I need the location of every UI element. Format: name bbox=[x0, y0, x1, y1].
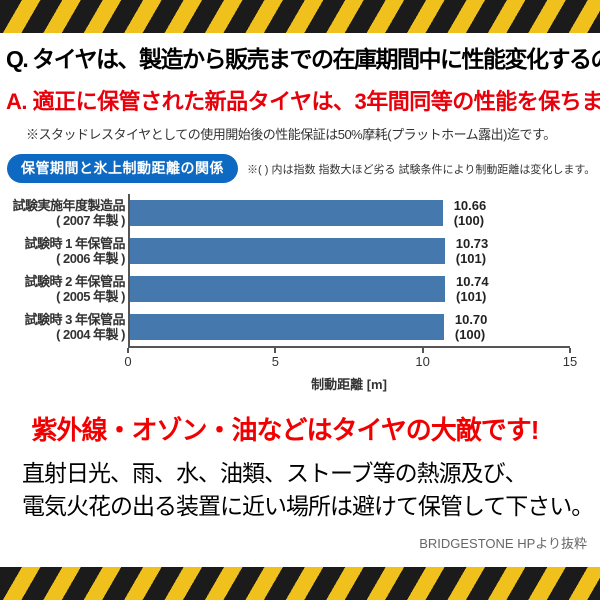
bar-row: 10.73 (101) bbox=[130, 232, 570, 270]
bar-value-label: 10.73 (101) bbox=[455, 236, 489, 266]
source-credit: BRIDGESTONE HPより抜粋 bbox=[419, 536, 587, 551]
chart-header: 保管期間と氷上制動距離の関係 ※( ) 内は指数 指数大ほど劣る 試験条件により… bbox=[7, 154, 600, 183]
warning-headline: 紫外線・オゾン・油などはタイヤの大敵です! bbox=[31, 415, 540, 445]
bar-row: 10.70 (100) bbox=[130, 308, 570, 346]
x-axis-tick-label: 5 bbox=[271, 354, 279, 369]
chart-title-note: ※( ) 内は指数 指数大ほど劣る 試験条件により制動距離は変化します。 bbox=[247, 163, 596, 176]
chart-title-badge: 保管期間と氷上制動距離の関係 bbox=[7, 154, 238, 183]
bar bbox=[130, 276, 446, 302]
chart-x-axis-title: 制動距離 [m] bbox=[311, 377, 387, 392]
x-axis-tick bbox=[569, 348, 571, 353]
bar bbox=[130, 238, 445, 264]
chart-plot: 10.66 (100) 10.73 (101) 10.74 (101) 10.70 (100) bbox=[128, 194, 570, 348]
bar-value-label: 10.70 (100) bbox=[454, 312, 488, 342]
storage-instructions: 直射日光、雨、水、油類、ストーブ等の熱源及び、 電気火花の出る装置に近い場所は避… bbox=[22, 457, 596, 523]
bar-category-label: 試験時 3 年保管品( 2004 年製 ) bbox=[24, 312, 126, 342]
bar-row: 10.74 (101) bbox=[130, 270, 570, 308]
storage-instructions-line1: 直射日光、雨、水、油類、ストーブ等の熱源及び、 bbox=[22, 460, 528, 486]
bar-row: 10.66 (100) bbox=[130, 194, 570, 232]
bar-category-label: 試験時 1 年保管品( 2006 年製 ) bbox=[24, 236, 126, 266]
bar-value-label: 10.66 (100) bbox=[453, 198, 487, 228]
answer-heading: A. 適正に保管された新品タイヤは、3年間同等の性能を保ちます。 bbox=[6, 89, 600, 114]
answer-footnote: ※スタッドレスタイヤとしての使用開始後の性能保証は50%摩耗(プラットホーム露出… bbox=[26, 127, 556, 142]
chart-x-axis: 0 5 10 15 bbox=[124, 348, 577, 374]
chart-body: 試験実施年度製造品( 2007 年製 ) 試験時 1 年保管品( 2006 年製 … bbox=[0, 194, 600, 348]
x-axis-tick bbox=[274, 348, 277, 353]
x-axis-tick-label: 10 bbox=[415, 354, 430, 369]
question-heading: Q. タイヤは、製造から販売までの在庫期間中に性能変化するの? bbox=[6, 46, 600, 72]
hazard-stripe-top bbox=[0, 0, 600, 33]
x-axis-tick-label: 15 bbox=[562, 354, 578, 369]
hazard-stripe-bottom bbox=[0, 567, 600, 600]
bar bbox=[130, 200, 443, 226]
bar-value-label: 10.74 (101) bbox=[456, 274, 489, 304]
storage-instructions-line2: 電気火花の出る装置に近い場所は避けて保管して下さい。 bbox=[22, 493, 594, 519]
braking-distance-chart: 試験実施年度製造品( 2007 年製 ) 試験時 1 年保管品( 2006 年製 … bbox=[0, 194, 600, 393]
x-axis-tick bbox=[127, 348, 129, 353]
bar-category-label: 試験実施年度製造品( 2007 年製 ) bbox=[12, 198, 125, 228]
bar-category-label: 試験時 2 年保管品( 2005 年製 ) bbox=[24, 274, 126, 304]
x-axis-tick bbox=[421, 348, 424, 353]
x-axis-tick-label: 0 bbox=[124, 354, 132, 369]
chart-labels: 試験実施年度製造品( 2007 年製 ) 試験時 1 年保管品( 2006 年製 … bbox=[0, 194, 128, 348]
bar bbox=[130, 314, 444, 340]
